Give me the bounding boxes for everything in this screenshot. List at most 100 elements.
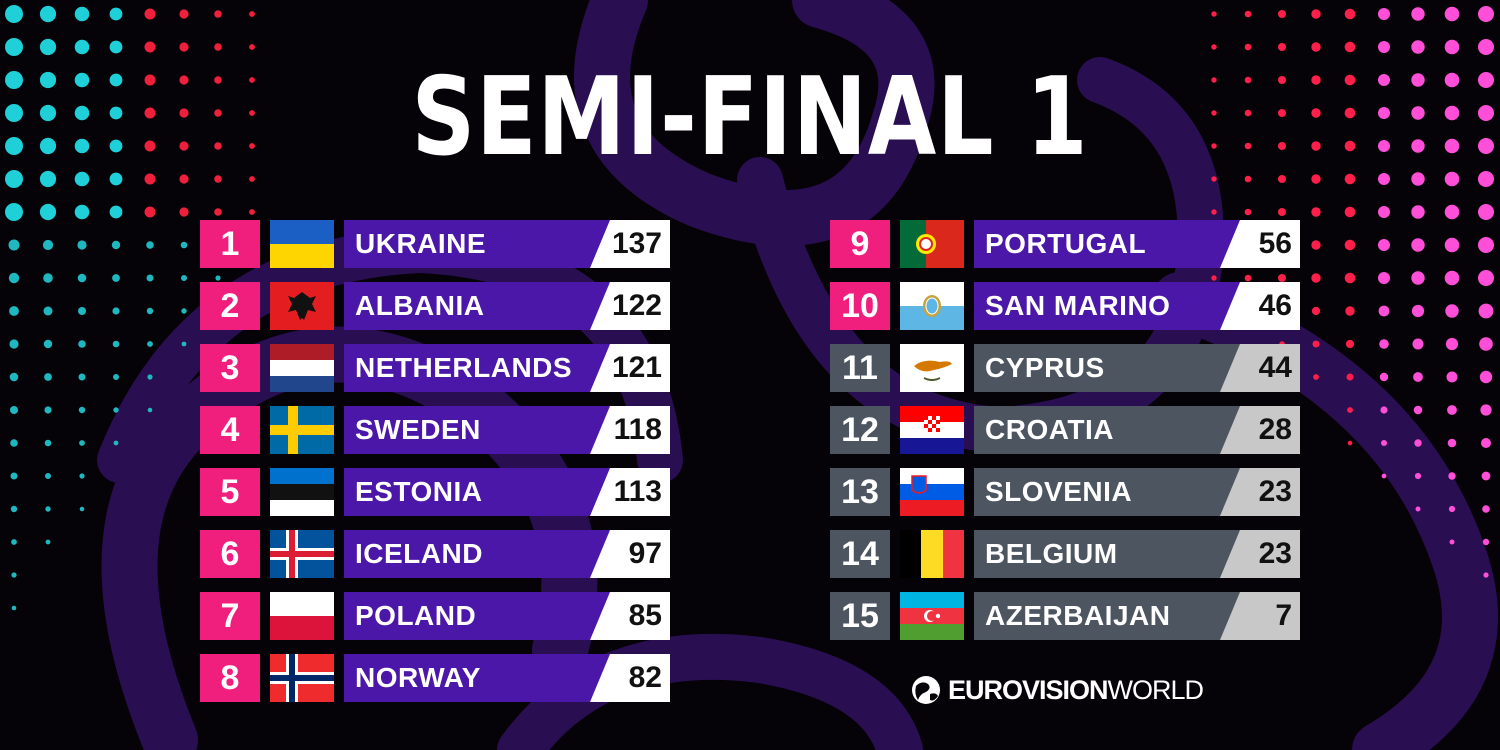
points-box: 113 bbox=[590, 468, 670, 516]
country-bar: AZERBAIJAN 7 bbox=[974, 592, 1300, 640]
azerbaijan-flag-icon bbox=[900, 592, 964, 640]
portugal-flag-icon bbox=[900, 220, 964, 268]
slovenia-flag-icon bbox=[900, 468, 964, 516]
dot-decoration bbox=[43, 306, 53, 316]
dot-decoration bbox=[1444, 39, 1460, 55]
dot-decoration bbox=[1411, 40, 1425, 54]
points-value: 46 bbox=[1258, 289, 1292, 322]
country-name: SLOVENIA bbox=[985, 476, 1133, 507]
dot-decoration bbox=[1444, 138, 1460, 154]
dot-decoration bbox=[249, 44, 255, 50]
dot-decoration bbox=[1411, 271, 1425, 285]
points-box: 82 bbox=[590, 654, 670, 702]
dot-decoration bbox=[1444, 270, 1460, 286]
dot-decoration bbox=[179, 9, 189, 19]
points-box: 46 bbox=[1220, 282, 1300, 330]
norway-flag-icon bbox=[270, 654, 334, 702]
dot-decoration bbox=[1378, 239, 1390, 251]
dot-decoration bbox=[1414, 472, 1422, 480]
dot-decoration bbox=[1311, 9, 1321, 19]
cyprus-flag-icon bbox=[900, 344, 964, 392]
country-bar: UKRAINE 137 bbox=[344, 220, 670, 268]
dot-decoration bbox=[1482, 505, 1490, 513]
points-value: 23 bbox=[1258, 537, 1292, 570]
dot-decoration bbox=[1379, 372, 1389, 382]
points-value: 7 bbox=[1275, 599, 1292, 632]
dot-decoration bbox=[1278, 76, 1286, 84]
san-marino-flag-icon bbox=[900, 282, 964, 330]
dot-decoration bbox=[214, 208, 222, 216]
dot-decoration bbox=[180, 241, 188, 249]
points-value: 28 bbox=[1258, 413, 1292, 446]
dot-decoration bbox=[39, 137, 57, 155]
dot-decoration bbox=[1444, 237, 1460, 253]
dot-decoration bbox=[111, 240, 121, 250]
dot-decoration bbox=[1478, 270, 1494, 286]
dot-decoration bbox=[1344, 239, 1356, 251]
dot-decoration bbox=[1413, 405, 1423, 415]
dot-decoration bbox=[1278, 208, 1286, 216]
dot-decoration bbox=[1478, 6, 1494, 22]
dot-decoration bbox=[1278, 142, 1286, 150]
dot-decoration bbox=[1244, 109, 1252, 117]
country-bar: ICELAND 97 bbox=[344, 530, 670, 578]
country-name: POLAND bbox=[355, 600, 477, 631]
dot-decoration bbox=[249, 209, 255, 215]
dot-decoration bbox=[9, 306, 19, 316]
dot-decoration bbox=[1344, 74, 1356, 86]
dot-decoration bbox=[1278, 274, 1286, 282]
netherlands-flag-icon bbox=[270, 344, 334, 392]
dot-decoration bbox=[1482, 538, 1490, 546]
dot-decoration bbox=[1446, 371, 1458, 383]
dot-decoration bbox=[45, 506, 51, 512]
dot-decoration bbox=[146, 274, 154, 282]
dot-decoration bbox=[74, 204, 90, 220]
result-row: 1 UKRAINE 137 bbox=[200, 220, 670, 268]
dot-decoration bbox=[214, 142, 222, 150]
dot-decoration bbox=[1481, 471, 1491, 481]
dot-decoration bbox=[179, 42, 189, 52]
dot-decoration bbox=[146, 307, 154, 315]
dot-decoration bbox=[78, 373, 86, 381]
dot-decoration bbox=[5, 71, 23, 89]
dot-decoration bbox=[1478, 39, 1494, 55]
dot-decoration bbox=[1412, 338, 1424, 350]
country-name: PORTUGAL bbox=[985, 228, 1147, 259]
page-title: SEMI-FINAL 1 bbox=[411, 55, 1089, 180]
dot-decoration bbox=[1244, 208, 1252, 216]
dot-decoration bbox=[39, 170, 57, 188]
dot-decoration bbox=[1447, 405, 1457, 415]
iceland-flag-icon bbox=[270, 530, 334, 578]
dot-decoration bbox=[1347, 440, 1353, 446]
result-row: 4 SWEDEN 118 bbox=[200, 406, 670, 454]
estonia-flag-icon bbox=[270, 468, 334, 516]
dot-decoration bbox=[43, 273, 53, 283]
country-name: SWEDEN bbox=[355, 414, 481, 445]
logo-text: EUROVISIONWORLD bbox=[948, 672, 1204, 708]
dot-decoration bbox=[1478, 237, 1494, 253]
dot-decoration bbox=[1378, 41, 1390, 53]
result-row: 9 PORTUGAL 56 bbox=[830, 220, 1300, 268]
dot-decoration bbox=[1444, 72, 1460, 88]
points-box: 121 bbox=[590, 344, 670, 392]
dot-decoration bbox=[1447, 438, 1457, 448]
dot-decoration bbox=[214, 109, 222, 117]
dot-decoration bbox=[144, 173, 156, 185]
dot-decoration bbox=[39, 203, 57, 221]
dot-decoration bbox=[1411, 73, 1425, 87]
dot-decoration bbox=[179, 174, 189, 184]
dot-decoration bbox=[1411, 205, 1425, 219]
dot-decoration bbox=[214, 175, 222, 183]
dot-decoration bbox=[74, 171, 90, 187]
dot-decoration bbox=[1381, 440, 1387, 446]
dot-decoration bbox=[1345, 339, 1355, 349]
dot-decoration bbox=[79, 506, 85, 512]
rank-number: 13 bbox=[830, 468, 890, 516]
dot-decoration bbox=[109, 106, 123, 120]
country-bar: ALBANIA 122 bbox=[344, 282, 670, 330]
dot-decoration bbox=[1344, 41, 1356, 53]
country-name: AZERBAIJAN bbox=[985, 600, 1171, 631]
dot-decoration bbox=[78, 340, 86, 348]
country-bar: CROATIA 28 bbox=[974, 406, 1300, 454]
country-bar: NETHERLANDS 121 bbox=[344, 344, 670, 392]
